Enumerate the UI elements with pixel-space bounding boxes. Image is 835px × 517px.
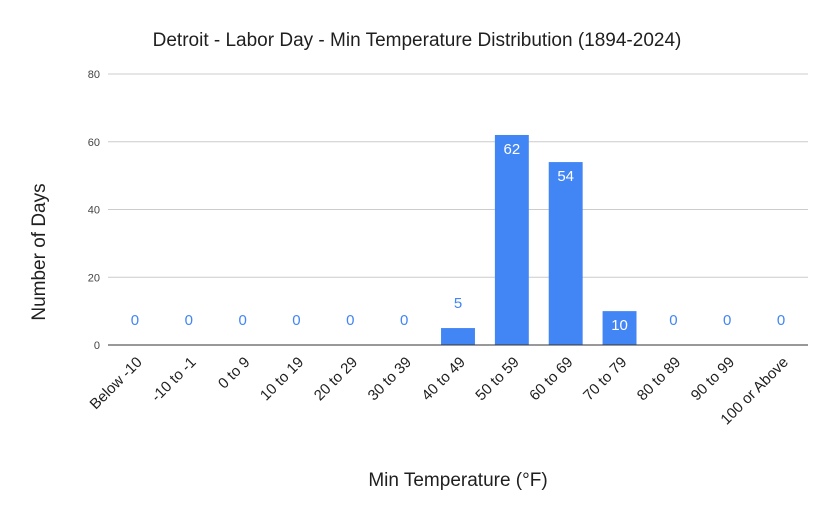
x-tick-label: 80 to 89 [634,354,684,404]
x-tick-label: 0 to 9 [215,354,254,393]
y-tick-label: 0 [94,340,100,352]
x-tick-label: 30 to 39 [365,354,415,404]
y-tick-label: 80 [88,69,100,81]
x-tick-label: 60 to 69 [526,354,576,404]
y-tick-label: 40 [88,205,100,217]
bar [548,162,583,345]
x-tick-label: 70 to 79 [580,354,630,404]
x-tick-label: 20 to 29 [311,354,361,404]
x-tick-label: 10 to 19 [257,354,307,404]
y-tick-label: 20 [88,272,100,284]
data-label: 0 [185,312,193,329]
x-axis-ticks: Below -10 -10 to -1 0 to 9 10 to 19 20 to 29… [87,354,792,429]
bar [602,311,637,345]
data-labels: 0 0 0 0 0 0 5 62 54 10 0 0 0 [131,141,785,334]
x-tick-label: 40 to 49 [418,354,468,404]
data-label: 0 [723,312,731,329]
x-axis-title: Min Temperature (°F) [368,470,547,491]
x-tick-label: Below -10 [87,354,146,413]
data-label: 0 [777,312,785,329]
data-label: 10 [611,317,628,334]
data-label: 62 [504,141,521,158]
data-label: 0 [238,312,246,329]
x-tick-label: 90 to 99 [688,354,738,404]
data-label: 0 [669,312,677,329]
chart-title: Detroit - Labor Day - Min Temperature Di… [153,30,682,51]
y-axis-title: Number of Days [29,183,50,320]
data-label: 54 [557,168,574,185]
bar [494,134,529,345]
y-tick-label: 60 [88,137,100,149]
x-tick-label: 50 to 59 [472,354,522,404]
bar [441,328,475,345]
data-label: 0 [131,312,139,329]
gridlines [108,73,808,278]
data-label: 0 [346,312,354,329]
x-tick-label: -10 to -1 [148,354,200,406]
data-label: 0 [292,312,300,329]
y-axis-ticks: 0 20 40 60 80 [88,69,100,352]
data-label: 5 [454,295,462,312]
data-label: 0 [400,312,408,329]
bars [441,134,637,345]
